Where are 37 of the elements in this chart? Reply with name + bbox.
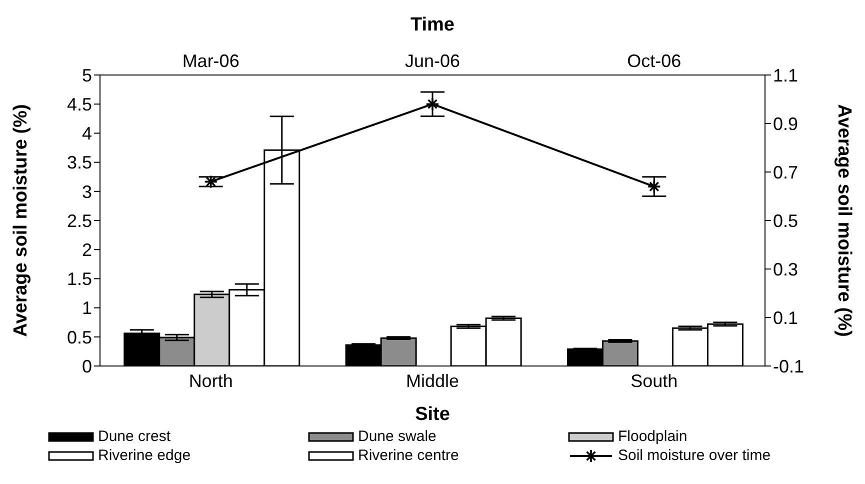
point: [647, 180, 662, 194]
text: Oct-06: [627, 51, 682, 71]
x-tick-label: North: [188, 370, 233, 391]
y2-axis-title: Average soil moisture (%): [833, 104, 854, 337]
y2-tick-label: 0.3: [773, 259, 798, 280]
y-axis-title: Average soil moisture (%): [10, 104, 32, 337]
x-axis-title: Site: [415, 404, 450, 425]
legend-label: Soil moisture over time: [618, 447, 771, 464]
legend-label: Dune swale: [358, 428, 436, 445]
point: [426, 97, 440, 111]
x2-axis-title: Time: [410, 14, 455, 36]
y-tick-label: 0: [82, 356, 92, 376]
y-tick-label: 4.5: [66, 94, 92, 114]
y-tick-label: 4: [82, 124, 92, 144]
y-tick-label: 1: [82, 298, 92, 318]
y2-tick-label: 1.1: [773, 65, 798, 86]
y-tick-label: 1.5: [66, 269, 92, 290]
y-tick-label: 2.5: [66, 210, 92, 231]
y-tick-label: 2: [82, 240, 92, 260]
text: Jun-06: [404, 51, 460, 71]
legend-label: Riverine centre: [358, 447, 459, 464]
y-tick-label: 3: [82, 182, 92, 202]
y2-tick-label: 0.7: [773, 162, 798, 182]
legend-label: Floodplain: [618, 428, 688, 445]
text: Mar-06: [182, 51, 240, 71]
x-tick-label: Middle: [406, 370, 460, 391]
y-tick-label: 5: [82, 65, 92, 86]
y2-tick-label: 0.5: [773, 210, 798, 231]
y-tick-label: 0.5: [66, 327, 92, 348]
y2-tick-label: -0.1: [773, 356, 804, 376]
y2-tick-label: 0.1: [773, 308, 798, 328]
y-tick-label: 3.5: [66, 152, 92, 173]
point: [204, 174, 218, 189]
x-tick-label: South: [630, 370, 678, 391]
legend-label: Dune crest: [98, 428, 171, 445]
y2-tick-label: 0.9: [773, 114, 798, 134]
legend-label: Riverine edge: [98, 447, 191, 464]
